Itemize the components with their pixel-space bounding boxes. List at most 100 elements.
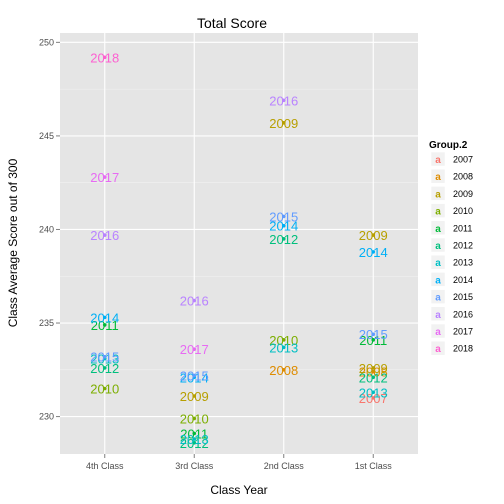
point-marker bbox=[371, 332, 376, 337]
point-marker bbox=[102, 175, 107, 179]
point-marker bbox=[281, 237, 286, 241]
data-point: 2010 bbox=[90, 382, 119, 397]
point-label: 2012 bbox=[90, 361, 119, 376]
grid bbox=[60, 33, 418, 454]
x-tick-label: 1st Class bbox=[355, 461, 393, 471]
y-tick-label: 250 bbox=[39, 37, 54, 47]
legend-key-glyph: a bbox=[435, 327, 441, 338]
legend-label: 2017 bbox=[453, 327, 473, 337]
point-marker bbox=[102, 386, 107, 391]
y-tick-label: 235 bbox=[39, 318, 54, 328]
y-tick-label: 245 bbox=[39, 131, 54, 141]
point-marker bbox=[192, 347, 197, 352]
data-point: 2015 bbox=[269, 209, 298, 224]
point-label: 2010 bbox=[269, 333, 298, 348]
point-label: 2013 bbox=[180, 432, 209, 447]
legend-item: a 2018 bbox=[430, 340, 473, 356]
point-label: 2013 bbox=[90, 352, 119, 367]
point-label: 2017 bbox=[180, 342, 209, 357]
data-point: 2016 bbox=[269, 93, 298, 108]
legend-key-glyph: a bbox=[435, 207, 441, 218]
legend-item: a 2014 bbox=[430, 272, 473, 287]
legend-label: 2007 bbox=[453, 155, 473, 165]
point-marker bbox=[102, 354, 107, 359]
data-point: 2010 bbox=[269, 333, 298, 348]
legend-label: 2008 bbox=[453, 172, 473, 182]
data-point: 2014 bbox=[269, 219, 298, 234]
data-point: 2016 bbox=[90, 228, 119, 243]
point-label: 2008 bbox=[359, 365, 388, 380]
data-point: 2010 bbox=[180, 411, 209, 426]
data-point: 2015 bbox=[359, 327, 388, 342]
legend-key-glyph: a bbox=[435, 258, 441, 269]
legend-key bbox=[430, 306, 446, 322]
point-marker bbox=[102, 233, 107, 237]
point-marker bbox=[281, 98, 286, 103]
legend-item: a 2013 bbox=[430, 254, 473, 270]
data-point: 2011 bbox=[180, 426, 208, 441]
legend-item: a 2009 bbox=[430, 186, 473, 201]
legend-key bbox=[430, 272, 446, 287]
point-label: 2015 bbox=[359, 327, 388, 342]
point-label: 2015 bbox=[180, 368, 209, 383]
point-label: 2011 bbox=[180, 426, 208, 441]
point-marker bbox=[102, 55, 107, 60]
point-label: 2007 bbox=[359, 391, 388, 406]
point-label: 2013 bbox=[269, 340, 298, 355]
point-marker bbox=[281, 214, 286, 219]
point-marker bbox=[371, 390, 376, 395]
point-label: 2009 bbox=[269, 116, 298, 131]
legend-key-glyph: a bbox=[435, 293, 441, 304]
point-marker bbox=[102, 315, 107, 320]
legend-key-glyph: a bbox=[435, 155, 441, 166]
y-axis-title: Class Average Score out of 300 bbox=[6, 158, 20, 327]
legend-key-glyph: a bbox=[435, 172, 441, 183]
point-label: 2008 bbox=[269, 363, 298, 378]
data-point: 2016 bbox=[180, 294, 209, 309]
point-label: 2009 bbox=[359, 361, 388, 376]
point-marker bbox=[281, 368, 286, 372]
x-tick-label: 2nd Class bbox=[264, 461, 305, 471]
legend-key-glyph: a bbox=[435, 189, 441, 200]
legend-key bbox=[430, 186, 446, 201]
legend-item: a 2010 bbox=[430, 203, 473, 218]
point-marker bbox=[281, 338, 286, 342]
y-tick-label: 240 bbox=[39, 224, 54, 234]
data-point: 2012 bbox=[359, 370, 388, 385]
point-marker bbox=[192, 440, 197, 445]
point-label: 2011 bbox=[91, 318, 119, 333]
point-marker bbox=[281, 121, 286, 125]
x-axis-title: Class Year bbox=[210, 483, 267, 497]
point-label: 2012 bbox=[180, 436, 209, 451]
legend-key-glyph: a bbox=[435, 224, 441, 235]
data-point: 2009 bbox=[180, 389, 209, 404]
legend-label: 2015 bbox=[453, 292, 473, 302]
point-marker bbox=[371, 338, 376, 342]
point-marker bbox=[371, 366, 376, 370]
legend-key-glyph: a bbox=[435, 241, 441, 252]
point-label: 2017 bbox=[90, 170, 119, 185]
legend-label: 2012 bbox=[453, 241, 473, 251]
point-label: 2014 bbox=[90, 310, 119, 325]
chart-title: Total Score bbox=[197, 15, 267, 31]
legend-label: 2016 bbox=[453, 309, 473, 319]
legend-key bbox=[430, 254, 446, 270]
data-point: 2014 bbox=[359, 245, 388, 260]
data-point: 2013 bbox=[269, 340, 298, 355]
point-marker bbox=[102, 323, 107, 327]
point-label: 2014 bbox=[269, 219, 298, 234]
y-tick-label: 230 bbox=[39, 412, 54, 422]
data-point: 2015 bbox=[90, 350, 119, 365]
point-marker bbox=[192, 437, 197, 441]
point-marker bbox=[192, 373, 197, 378]
point-label: 2016 bbox=[90, 228, 119, 243]
point-label: 2016 bbox=[269, 93, 298, 108]
point-marker bbox=[371, 396, 376, 400]
legend-key bbox=[430, 289, 446, 304]
legend-label: 2011 bbox=[453, 223, 472, 233]
point-marker bbox=[371, 233, 376, 237]
point-label: 2010 bbox=[180, 411, 209, 426]
legend-item: a 2012 bbox=[430, 237, 473, 253]
